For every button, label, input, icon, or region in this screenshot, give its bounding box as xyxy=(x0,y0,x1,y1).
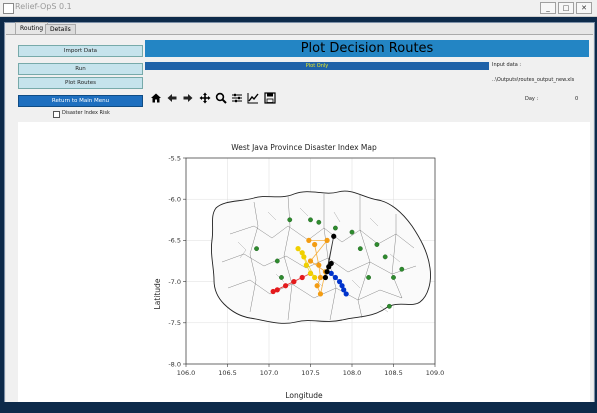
route-point xyxy=(307,270,314,276)
route-point xyxy=(312,241,318,248)
pan-icon[interactable] xyxy=(199,92,211,104)
route-point xyxy=(317,291,324,297)
route-point xyxy=(317,274,324,281)
close-button[interactable]: ✕ xyxy=(576,2,592,14)
province-map xyxy=(211,190,431,324)
import-data-button[interactable]: Import Data xyxy=(18,45,143,57)
tab-details[interactable]: Details xyxy=(45,24,76,35)
app-icon xyxy=(3,3,14,14)
route-point xyxy=(316,219,322,225)
plot-only-bar[interactable]: Plot Only xyxy=(145,62,489,70)
route-point xyxy=(328,260,334,267)
plot-routes-button[interactable]: Plot Routes xyxy=(18,77,143,89)
home-icon[interactable] xyxy=(150,92,162,104)
x-tick-label: 108.5 xyxy=(384,369,403,377)
route-point xyxy=(314,283,320,289)
route-point xyxy=(332,274,338,281)
y-tick-label: -7.5 xyxy=(168,319,181,327)
route-point xyxy=(283,283,289,289)
route-point xyxy=(332,225,338,231)
route-point xyxy=(306,237,312,243)
x-tick-label: 106.0 xyxy=(177,369,196,377)
x-tick-label: 107.5 xyxy=(301,369,320,377)
route-point xyxy=(324,237,330,243)
route-point xyxy=(316,262,322,268)
main-menu-button[interactable]: Return to Main Menu xyxy=(18,95,143,107)
bottom-border xyxy=(0,402,597,413)
route-point xyxy=(382,254,388,260)
window-title: Relief-OpS 0.1 xyxy=(15,2,72,11)
y-tick-label: -6.0 xyxy=(168,196,181,204)
disaster-index-label: Disaster Index Risk xyxy=(62,110,110,116)
x-tick-label: 108.0 xyxy=(343,369,362,377)
route-point xyxy=(366,275,371,280)
route-point xyxy=(328,270,334,276)
route-point xyxy=(374,242,380,247)
zoom-icon[interactable] xyxy=(215,92,227,104)
input-data-label: Input data : xyxy=(492,62,522,68)
y-tick-label: -8.0 xyxy=(168,360,181,368)
route-point xyxy=(399,266,405,272)
route-point xyxy=(270,288,276,295)
main-frame: Routing Details Import Data Run Plot Rou… xyxy=(4,22,595,409)
y-axis-label: Latitude xyxy=(153,278,162,309)
route-point xyxy=(357,246,363,252)
route-point xyxy=(291,279,297,285)
route-point xyxy=(341,287,347,293)
minimize-button[interactable]: _ xyxy=(540,2,556,14)
chart-axes: 106.0 106.5 107.0 107.5 108.0 108.5 109.0 -5.5 -… xyxy=(168,154,444,377)
routing-panel: Import Data Run Plot Routes Return to Ma… xyxy=(6,34,593,408)
day-label: Day : xyxy=(525,96,539,102)
route-point xyxy=(301,254,307,260)
run-button[interactable]: Run xyxy=(18,63,143,75)
x-tick-label: 107.0 xyxy=(260,369,279,377)
y-tick-label: -6.5 xyxy=(168,237,181,245)
title-bar: Relief-OpS 0.1 _ □ ✕ xyxy=(0,0,597,17)
input-data-path: ..\Outputs\routes_output_new.xls xyxy=(492,77,575,83)
x-tick-label: 106.5 xyxy=(218,369,237,377)
route-point xyxy=(299,250,305,256)
route-point xyxy=(274,287,280,293)
chart-title: West Java Province Disaster Index Map xyxy=(231,143,377,152)
route-point xyxy=(343,291,349,297)
x-tick-label: 109.0 xyxy=(426,369,445,377)
route-points xyxy=(254,217,405,309)
route-point xyxy=(308,217,313,223)
axes-edit-icon[interactable] xyxy=(247,92,259,104)
route-point xyxy=(307,258,314,264)
y-tick-label: -7.0 xyxy=(168,278,181,286)
save-icon[interactable] xyxy=(264,92,276,104)
map-chart: West Java Province Disaster Index Map 10… xyxy=(153,143,444,400)
route-point xyxy=(336,279,343,285)
forward-icon[interactable] xyxy=(182,92,194,104)
route-point xyxy=(339,283,345,289)
route-point xyxy=(312,274,318,281)
route-point xyxy=(386,303,392,309)
route-point xyxy=(279,275,284,280)
y-tick-label: -5.5 xyxy=(168,154,181,162)
route-point xyxy=(391,275,396,280)
route-point xyxy=(349,229,355,235)
route-point xyxy=(274,258,280,264)
route-point xyxy=(254,246,259,252)
plot-canvas: West Java Province Disaster Index Map 10… xyxy=(18,122,590,407)
page-title: Plot Decision Routes xyxy=(145,40,589,57)
route-point xyxy=(299,274,305,281)
route-point xyxy=(295,246,301,252)
configure-icon[interactable] xyxy=(231,92,243,104)
route-point xyxy=(324,269,330,275)
back-icon[interactable] xyxy=(166,92,178,104)
day-value: 0 xyxy=(575,96,579,102)
route-point xyxy=(331,233,337,239)
route-point xyxy=(287,217,293,223)
route-point xyxy=(303,262,309,268)
disaster-index-checkbox[interactable] xyxy=(53,111,60,118)
route-point xyxy=(322,274,329,281)
maximize-button[interactable]: □ xyxy=(558,2,574,14)
x-axis-label: Longitude xyxy=(285,391,323,400)
